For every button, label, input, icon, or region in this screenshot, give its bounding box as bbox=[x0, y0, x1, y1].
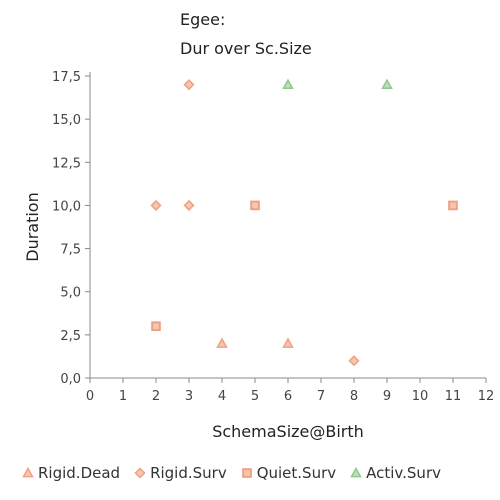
x-tick-label: 9 bbox=[383, 389, 391, 404]
x-tick-label: 6 bbox=[284, 389, 292, 404]
x-tick-label: 10 bbox=[412, 389, 429, 404]
x-tick-label: 5 bbox=[251, 389, 259, 404]
point-quiet-surv bbox=[448, 200, 458, 211]
data-marks bbox=[150, 78, 458, 367]
legend-triangle-icon bbox=[350, 467, 362, 478]
legend-diamond-icon bbox=[134, 467, 146, 479]
point-quiet-surv bbox=[250, 200, 260, 211]
legend-label: Rigid.Dead bbox=[38, 464, 121, 482]
point-activ-surv bbox=[282, 78, 294, 89]
y-tick-label: 15,0 bbox=[52, 113, 81, 128]
x-tick-label: 4 bbox=[218, 389, 226, 404]
legend-item-activ-surv: Activ.Surv bbox=[350, 464, 441, 482]
x-tick-label: 11 bbox=[445, 389, 462, 404]
chart-title-line-1: Egee: bbox=[180, 10, 226, 29]
x-tick-label: 7 bbox=[317, 389, 325, 404]
y-tick-label: 2,5 bbox=[60, 329, 81, 344]
axes: 0 1 2 3 4 5 6 7 8 9 10 11 120,02,55,07,510,012,515,0… bbox=[52, 70, 494, 404]
legend-item-rigid-dead: Rigid.Dead bbox=[22, 464, 120, 482]
y-tick-label: 7,5 bbox=[60, 243, 81, 258]
legend-label: Rigid.Surv bbox=[150, 464, 227, 482]
legend-label: Activ.Surv bbox=[366, 464, 441, 482]
point-rigid-surv bbox=[348, 355, 360, 367]
x-tick-label: 1 bbox=[119, 389, 127, 404]
point-rigid-surv bbox=[150, 199, 162, 211]
y-tick-label: 17,5 bbox=[52, 70, 81, 85]
point-rigid-dead bbox=[216, 337, 228, 348]
legend-item-quiet-surv: Quiet.Surv bbox=[241, 464, 336, 482]
y-tick-label: 12,5 bbox=[52, 156, 81, 171]
point-rigid-surv bbox=[183, 199, 195, 211]
x-tick-label: 8 bbox=[350, 389, 358, 404]
legend-triangle-icon bbox=[22, 467, 34, 478]
y-tick-label: 10,0 bbox=[52, 199, 81, 214]
x-axis-title: SchemaSize@Birth bbox=[212, 422, 364, 441]
x-tick-label: 0 bbox=[86, 389, 94, 404]
y-tick-label: 0,0 bbox=[60, 372, 81, 387]
x-tick-label: 2 bbox=[152, 389, 160, 404]
y-tick-label: 5,0 bbox=[60, 286, 81, 301]
x-tick-label: 12 bbox=[478, 389, 495, 404]
legend-item-rigid-surv: Rigid.Surv bbox=[134, 464, 227, 482]
point-quiet-surv bbox=[151, 321, 161, 332]
scatter-chart: 0 1 2 3 4 5 6 7 8 9 10 11 120,02,55,07,510,012,515,0… bbox=[23, 70, 494, 441]
chart-title-line-2: Dur over Sc.Size bbox=[180, 39, 312, 58]
x-tick-label: 3 bbox=[185, 389, 193, 404]
legend-label: Quiet.Surv bbox=[256, 464, 337, 482]
point-rigid-surv bbox=[183, 79, 195, 91]
legend: Rigid.Dead Rigid.Surv Quiet.Surv Activ.Surv bbox=[22, 464, 441, 482]
y-axis-title: Duration bbox=[23, 192, 42, 262]
legend-square-icon bbox=[241, 468, 252, 478]
point-rigid-dead bbox=[282, 337, 294, 348]
point-activ-surv bbox=[381, 78, 393, 89]
